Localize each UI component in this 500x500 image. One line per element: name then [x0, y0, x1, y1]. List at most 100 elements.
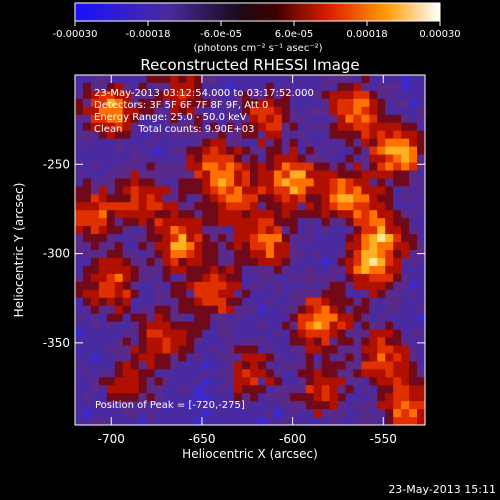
- heatmap-cell: [401, 409, 410, 418]
- heatmap-cell: [393, 393, 402, 402]
- heatmap-cell: [218, 281, 227, 291]
- heatmap-cell: [106, 202, 116, 211]
- heatmap-cell: [297, 114, 307, 124]
- heatmap-cell: [162, 90, 172, 100]
- heatmap-cell: [385, 98, 394, 108]
- heatmap-cell: [146, 162, 156, 172]
- heatmap-cell: [242, 409, 251, 418]
- heatmap-cell: [210, 353, 219, 362]
- heatmap-cell: [273, 393, 283, 402]
- heatmap-cell: [170, 178, 180, 187]
- heatmap-cell: [305, 257, 315, 267]
- heatmap-cell: [345, 114, 355, 124]
- heatmap-cell: [345, 369, 355, 378]
- heatmap-cell: [226, 75, 235, 84]
- heatmap-cell: [297, 289, 307, 299]
- heatmap-cell: [401, 250, 410, 259]
- heatmap-cell: [170, 393, 180, 402]
- heatmap-cell: [114, 345, 124, 355]
- heatmap-cell: [130, 162, 140, 172]
- heatmap-cell: [242, 313, 251, 323]
- heatmap-cell: [385, 122, 394, 132]
- heatmap-cell: [122, 234, 132, 243]
- heatmap-cell: [234, 345, 243, 355]
- heatmap-cell: [377, 265, 386, 275]
- heatmap-cell: [321, 234, 331, 243]
- heatmap-cell: [353, 234, 362, 243]
- heatmap-cell: [122, 75, 132, 84]
- heatmap-cell: [75, 194, 84, 203]
- heatmap-cell: [75, 313, 84, 323]
- heatmap-cell: [242, 329, 251, 339]
- heatmap-cell: [122, 393, 132, 402]
- heatmap-cell: [385, 202, 394, 211]
- heatmap-cell: [273, 337, 283, 347]
- heatmap-cell: [218, 297, 227, 307]
- heatmap-cell: [114, 289, 124, 299]
- heatmap-cell: [409, 289, 418, 299]
- heatmap-cell: [226, 234, 235, 243]
- heatmap-cell: [329, 393, 339, 402]
- heatmap-cell: [353, 162, 362, 172]
- heatmap-cell: [114, 329, 124, 339]
- heatmap-cell: [178, 210, 187, 219]
- heatmap-cell: [345, 154, 355, 164]
- heatmap-cell: [202, 417, 211, 425]
- heatmap-cell: [242, 353, 251, 362]
- heatmap-cell: [122, 82, 132, 92]
- heatmap-cell: [289, 401, 299, 410]
- heatmap-cell: [417, 226, 425, 235]
- heatmap-cell: [162, 409, 172, 418]
- heatmap-cell: [106, 281, 116, 291]
- heatmap-cell: [257, 170, 267, 180]
- heatmap-cell: [170, 170, 180, 180]
- heatmap-cell: [361, 170, 370, 180]
- heatmap-cell: [345, 401, 355, 410]
- heatmap-cell: [369, 265, 378, 275]
- heatmap-cell: [170, 305, 180, 315]
- heatmap-cell: [146, 321, 156, 331]
- heatmap-cell: [361, 417, 370, 425]
- heatmap-cell: [297, 297, 307, 307]
- heatmap-cell: [377, 329, 386, 339]
- heatmap-cell: [218, 122, 227, 132]
- heatmap-cell: [393, 409, 402, 418]
- heatmap-cell: [98, 250, 108, 259]
- heatmap-cell: [186, 409, 195, 418]
- heatmap-cell: [361, 178, 370, 187]
- heatmap-cell: [393, 202, 402, 211]
- heatmap-cell: [361, 194, 370, 203]
- heatmap-cell: [273, 257, 283, 267]
- heatmap-cell: [98, 393, 108, 402]
- heatmap-cell: [154, 297, 164, 307]
- heatmap-cell: [178, 297, 187, 307]
- heatmap-cell: [122, 409, 132, 418]
- heatmap-cell: [186, 297, 195, 307]
- heatmap-cell: [313, 281, 323, 291]
- heatmap-cell: [186, 377, 195, 386]
- heatmap-cell: [218, 337, 227, 347]
- heatmap-cell: [138, 305, 148, 315]
- heatmap-cell: [257, 154, 267, 164]
- heatmap-cell: [162, 250, 172, 259]
- heatmap-cell: [369, 146, 378, 156]
- heatmap-cell: [242, 337, 251, 347]
- heatmap-cell: [242, 170, 251, 180]
- heatmap-cell: [393, 90, 402, 100]
- heatmap-cell: [337, 369, 347, 378]
- heatmap-cell: [194, 297, 203, 307]
- heatmap-cell: [170, 345, 180, 355]
- heatmap-cell: [361, 409, 370, 418]
- heatmap-cell: [130, 114, 140, 124]
- heatmap-cell: [210, 361, 219, 370]
- heatmap-cell: [162, 138, 172, 148]
- heatmap-cell: [146, 218, 156, 227]
- heatmap-cell: [369, 385, 378, 394]
- heatmap-cell: [186, 138, 195, 148]
- heatmap-cell: [162, 146, 172, 156]
- heatmap-cell: [257, 417, 267, 425]
- heatmap-cell: [289, 194, 299, 203]
- heatmap-cell: [329, 114, 339, 124]
- heatmap-cell: [401, 329, 410, 339]
- heatmap-cell: [82, 377, 92, 386]
